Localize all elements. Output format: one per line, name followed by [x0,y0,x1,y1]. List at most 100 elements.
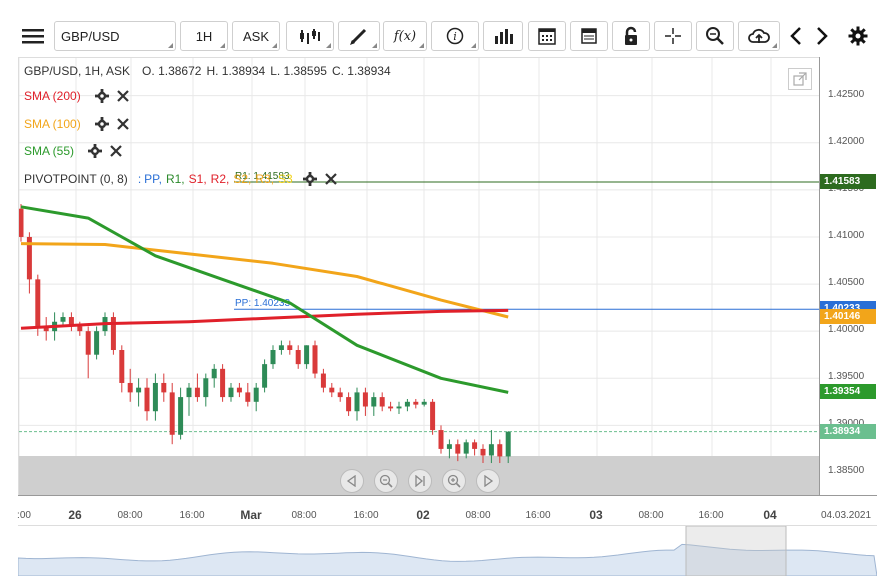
gear-icon[interactable] [94,89,109,103]
gear-icon[interactable] [302,172,317,186]
info-icon: i [446,27,464,45]
sma100-label: SMA (100) [24,117,81,131]
time-tick-label: 16:00 [179,510,205,521]
close-icon[interactable] [109,144,123,158]
close-icon[interactable] [116,117,130,131]
draw-button[interactable] [338,21,380,51]
candle-body [396,406,402,409]
price-tick-label: 1.40000 [828,324,865,336]
prev-button[interactable] [784,21,808,51]
indicator-sma100[interactable]: SMA (100) [24,117,130,131]
reset-view-button[interactable] [408,469,432,493]
candle-body [60,317,66,322]
candle-body [194,387,200,398]
pivot-item: R3, [255,172,275,186]
ohlc-symbol: GBP/USD, 1H, ASK [24,64,131,78]
candle-body [421,401,427,405]
gear-icon[interactable] [88,144,103,158]
time-tick-label: 08:00 [465,510,491,521]
scroll-left-button[interactable] [340,469,364,493]
next-button[interactable] [810,21,834,51]
price-axis[interactable]: 1.425001.420001.415001.410001.405001.400… [819,57,877,495]
close-icon[interactable] [324,172,338,186]
price-chart[interactable]: R1: 1.41583 PP: 1.40233 [19,58,820,496]
zoom-out-button[interactable] [374,469,398,493]
time-tick-label: 08:00 [291,510,317,521]
price-tick-label: 1.39500 [828,371,865,383]
price-type-label: ASK [242,28,269,44]
candle-body [304,345,310,365]
candle-body [497,444,503,457]
symbol-select[interactable]: GBP/USD [54,21,176,51]
pivot-item: S2, [233,172,252,186]
menu-button[interactable] [18,21,48,51]
ohlc-close-label: C. [331,64,344,78]
volume-button[interactable] [483,21,523,51]
close-icon[interactable] [116,89,130,103]
function-button[interactable]: f(x) [383,21,427,51]
candle-body [127,382,133,393]
candle-body [152,382,158,412]
interval-label: 1H [195,28,213,44]
navigator-overview[interactable] [17,525,877,577]
save-cloud-button[interactable] [738,21,780,51]
candle-body [480,448,486,456]
popout-icon [793,72,807,86]
chart-type-button[interactable] [286,21,334,51]
symbol-label: GBP/USD [61,28,120,44]
price-tick-label: 1.38500 [828,465,865,477]
candle-body [371,397,377,407]
candle-body [346,397,352,412]
navigator-window[interactable] [685,525,787,577]
price-badge: 1.38934 [820,423,876,439]
candle-body [262,364,268,388]
zoom-in-button[interactable] [442,469,466,493]
crosshair-icon [665,28,681,44]
pivot-items: PP, R1, S1, R2, S2, R3, S3 [144,172,297,186]
gear-icon[interactable] [94,117,109,131]
candle-body [329,387,335,393]
time-axis[interactable]: 04.03.2021 :00 26 08:00 16:00 Mar 08:00 16:00 0… [17,495,877,526]
candle-body [161,382,167,393]
candle-type-icon [300,29,320,44]
candle-body [186,387,192,398]
candle-body [472,442,478,449]
candle-body [211,368,217,379]
next-icon [817,27,828,45]
scroll-right-button[interactable] [476,469,500,493]
popout-button[interactable] [788,68,812,90]
candle-body [85,331,91,355]
chart-area[interactable]: R1: 1.41583 PP: 1.40233 [18,57,820,496]
crosshair-button[interactable] [654,21,692,51]
lock-button[interactable] [612,21,650,51]
sheet-button[interactable] [570,21,608,51]
pp-label: PP: 1.40233 [235,298,290,309]
candle-body [413,401,419,405]
info-button[interactable]: i [431,21,479,51]
navigator-chart [17,525,877,577]
candle-body [169,392,175,435]
indicator-sma55[interactable]: SMA (55) [24,144,123,158]
zoom-out-icon [379,474,393,488]
indicator-sma200[interactable]: SMA (200) [24,89,130,103]
price-badge: 1.39354 [820,384,876,399]
zoom-in-icon [447,474,461,488]
candle-body [320,373,326,388]
candle-body [438,430,444,449]
triangle-right-icon [484,475,494,487]
price-type-select[interactable]: ASK [232,21,280,51]
settings-button[interactable] [844,21,872,51]
navigator-area [17,543,877,577]
candle-body [505,431,511,457]
calendar-button[interactable] [528,21,566,51]
candle-body [379,397,385,407]
interval-select[interactable]: 1H [180,21,228,51]
sma100-line [20,242,509,319]
indicator-pivotpoint[interactable]: PIVOTPOINT (0, 8) : PP, R1, S1, R2, S2, R3, S3 [24,172,338,186]
zoom-button[interactable] [696,21,734,51]
candle-body [68,317,74,327]
date-tick-label: 03 [589,508,603,522]
ohlc-open-label: O. [142,64,155,78]
zoom-icon [706,27,724,45]
sheet-icon [581,28,597,44]
